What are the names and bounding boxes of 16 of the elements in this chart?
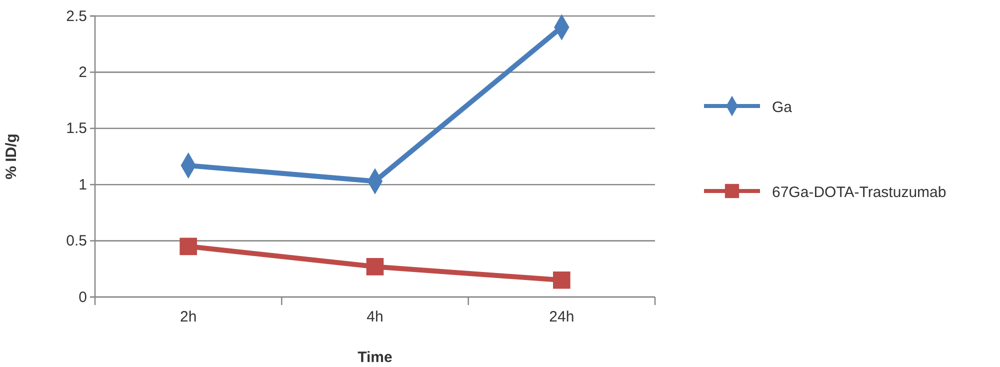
y-tick-label: 2.5 xyxy=(66,8,87,25)
x-tick-label: 2h xyxy=(180,308,197,326)
point xyxy=(553,271,570,289)
y-tick-label: 1.5 xyxy=(66,120,87,138)
point xyxy=(180,238,197,256)
x-tick-label: 24h xyxy=(549,308,574,326)
y-tick-label: 1 xyxy=(78,176,87,194)
y-tick-label: 2 xyxy=(78,64,87,81)
x-axis-title: Time xyxy=(358,349,392,366)
y-tick-label: 0 xyxy=(78,288,87,306)
y-axis-title: % ID/g xyxy=(3,134,20,180)
legend-label: Ga xyxy=(772,99,793,116)
y-tick-label: 0.5 xyxy=(66,232,87,250)
x-tick-label: 4h xyxy=(366,308,384,326)
legend-label: 67Ga-DOTA-Trastuzumab xyxy=(772,184,946,201)
point xyxy=(366,258,384,276)
